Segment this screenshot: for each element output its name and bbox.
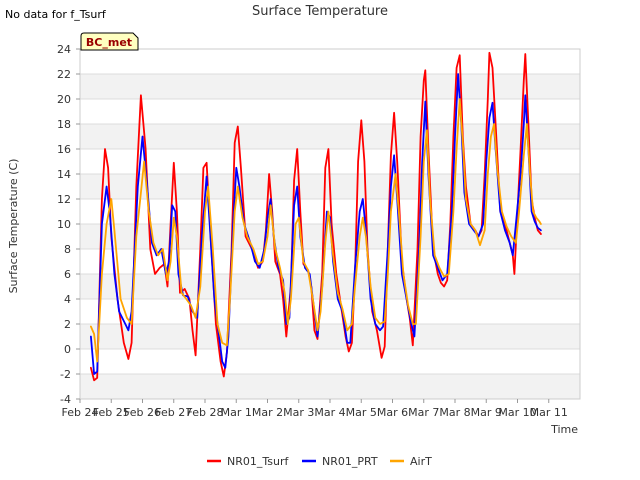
y-tick-label: 14 — [57, 168, 71, 181]
x-tick-label: Feb 25 — [93, 406, 130, 419]
plot-band — [80, 74, 580, 99]
plot-band — [80, 299, 580, 324]
legend-label: AirT — [410, 455, 432, 468]
x-tick-label: Feb 24 — [62, 406, 99, 419]
x-tick-label: Feb 26 — [124, 406, 161, 419]
x-tick-label: Mar 9 — [471, 406, 502, 419]
legend-label: NR01_PRT — [322, 455, 378, 468]
x-tick-label: Mar 4 — [314, 406, 345, 419]
x-tick-label: Mar 11 — [530, 406, 568, 419]
badge-label: BC_met — [86, 36, 132, 49]
x-tick-label: Feb 27 — [155, 406, 192, 419]
plot-band — [80, 274, 580, 299]
y-tick-label: 2 — [64, 318, 71, 331]
y-tick-label: 0 — [64, 343, 71, 356]
y-tick-label: 12 — [57, 193, 71, 206]
x-tick-label: Mar 2 — [252, 406, 283, 419]
y-axis-label: Surface Temperature (C) — [7, 159, 20, 294]
y-tick-label: 22 — [57, 68, 71, 81]
x-tick-label: Mar 5 — [346, 406, 377, 419]
y-tick-label: 16 — [57, 143, 71, 156]
x-tick-label: Mar 8 — [439, 406, 470, 419]
series-line-airt — [90, 98, 542, 363]
plot-band — [80, 99, 580, 124]
plot-band — [80, 374, 580, 399]
y-tick-label: 4 — [64, 293, 71, 306]
x-tick-label: Mar 7 — [408, 406, 439, 419]
y-tick-label: 24 — [57, 43, 71, 56]
x-tick-label: Feb 28 — [187, 406, 224, 419]
plot-band — [80, 124, 580, 149]
y-tick-label: 8 — [64, 243, 71, 256]
plot-band — [80, 349, 580, 374]
y-tick-label: 10 — [57, 218, 71, 231]
no-data-note: No data for f_Tsurf — [5, 8, 106, 21]
legend-label: NR01_Tsurf — [227, 455, 289, 468]
badge-box — [80, 32, 139, 51]
y-tick-label: 20 — [57, 93, 71, 106]
x-tick-label: Mar 1 — [221, 406, 252, 419]
y-tick-label: -4 — [60, 393, 71, 406]
chart-title: Surface Temperature — [252, 4, 388, 19]
x-tick-label: Mar 10 — [498, 406, 536, 419]
plot-band — [80, 324, 580, 349]
y-tick-label: -2 — [60, 368, 71, 381]
x-axis-label: Time — [550, 423, 578, 436]
y-tick-label: 6 — [64, 268, 71, 281]
y-tick-label: 18 — [57, 118, 71, 131]
x-tick-label: Mar 3 — [283, 406, 314, 419]
x-tick-label: Mar 6 — [377, 406, 408, 419]
plot-band — [80, 49, 580, 74]
